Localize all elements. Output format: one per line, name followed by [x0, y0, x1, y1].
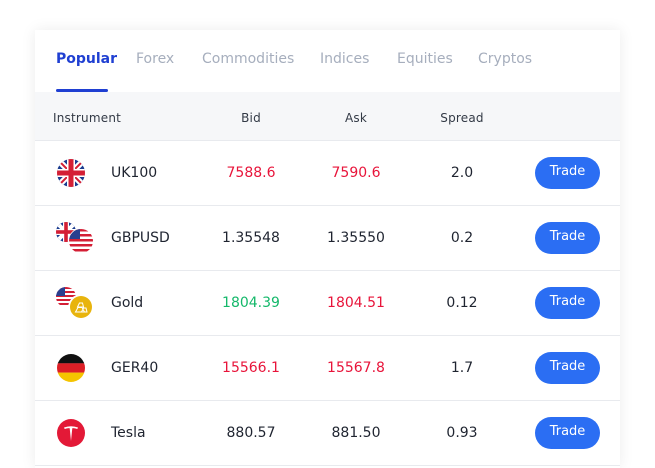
table-row[interactable]: GBPUSD 1.35548 1.35550 0.2 Trade: [35, 206, 620, 271]
usd-gold-icon: [56, 287, 94, 319]
ask-value: 1.35550: [327, 230, 385, 246]
instrument-name: Gold: [111, 295, 144, 311]
spread-value: 0.12: [446, 295, 478, 311]
bid-value: 1.35548: [222, 230, 280, 246]
ask-value: 1804.51: [327, 295, 385, 311]
instrument-name: Tesla: [111, 425, 146, 441]
instrument-name: GBPUSD: [111, 230, 170, 246]
trade-button[interactable]: Trade: [535, 157, 600, 189]
tab-indices[interactable]: Indices: [320, 51, 370, 67]
instrument-name: GER40: [111, 360, 159, 376]
ask-value: 7590.6: [331, 165, 381, 181]
gbp-usd-flags-icon: [56, 222, 94, 254]
spread-value: 2.0: [450, 165, 474, 181]
bid-value: 880.57: [226, 425, 276, 441]
instrument-name: UK100: [111, 165, 158, 181]
spread-value: 1.7: [450, 360, 474, 376]
uk-flag-icon: [57, 159, 85, 187]
column-header-spread: Spread: [440, 111, 484, 125]
tab-forex[interactable]: Forex: [136, 51, 175, 67]
trade-button[interactable]: Trade: [535, 352, 600, 384]
table-row[interactable]: Tesla 880.57 881.50 0.93 Trade: [35, 401, 620, 466]
ask-value: 15567.8: [327, 360, 385, 376]
ask-value: 881.50: [331, 425, 381, 441]
table-row[interactable]: UK100 7588.6 7590.6 2.0 Trade: [35, 141, 620, 206]
tab-popular[interactable]: Popular: [56, 51, 118, 67]
bid-value: 7588.6: [226, 165, 276, 181]
active-tab-indicator: [56, 89, 108, 92]
table-row[interactable]: GER40 15566.1 15567.8 1.7 Trade: [35, 336, 620, 401]
trade-button[interactable]: Trade: [535, 417, 600, 449]
spread-value: 0.2: [450, 230, 474, 246]
germany-flag-icon: [57, 354, 85, 382]
column-header-instrument: Instrument: [53, 111, 122, 125]
spread-value: 0.93: [446, 425, 478, 441]
tab-cryptos[interactable]: Cryptos: [478, 51, 533, 67]
bid-value: 15566.1: [222, 360, 280, 376]
table-row[interactable]: Gold 1804.39 1804.51 0.12 Trade: [35, 271, 620, 336]
instruments-card: Popular Forex Commodities Indices Equiti…: [35, 30, 620, 468]
bid-value: 1804.39: [222, 295, 280, 311]
trade-button[interactable]: Trade: [535, 222, 600, 254]
tab-equities[interactable]: Equities: [397, 51, 453, 67]
tab-bar: Popular Forex Commodities Indices Equiti…: [35, 30, 620, 92]
tab-commodities[interactable]: Commodities: [202, 51, 295, 67]
column-header-ask: Ask: [344, 111, 368, 125]
trade-button[interactable]: Trade: [535, 287, 600, 319]
column-header-bid: Bid: [241, 111, 261, 125]
table-header: Instrument Bid Ask Spread: [35, 92, 620, 141]
tesla-logo-icon: [57, 419, 85, 447]
